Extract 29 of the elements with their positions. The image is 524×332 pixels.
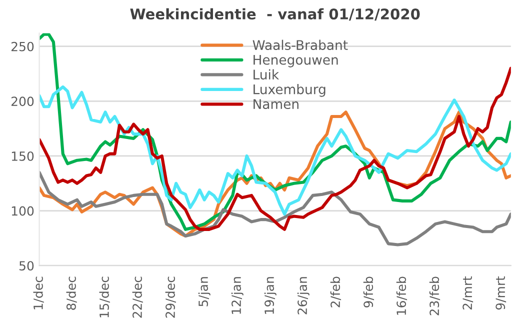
x-tick-label: 16/feb xyxy=(396,276,408,315)
y-tick-label: 200 xyxy=(11,96,34,106)
y-tick-label: 100 xyxy=(12,206,34,216)
y-tick-label: 250 xyxy=(11,42,34,52)
y-tick-label: 50 xyxy=(19,261,34,271)
line-series xyxy=(39,85,511,216)
x-tick-label: 15/dec xyxy=(99,276,110,318)
line-series xyxy=(39,170,511,246)
x-tick-label: 12/jan xyxy=(231,277,244,314)
legend-label: Henegouwen xyxy=(254,54,338,68)
x-tick-label: 23/feb xyxy=(429,276,440,316)
legend-label: Luxemburg xyxy=(254,84,326,97)
legend-label: Namen xyxy=(254,99,298,110)
x-tick-label: 2/mrt xyxy=(462,276,474,310)
x-tick-label: 1/dec xyxy=(33,276,44,310)
legend-label: Luik xyxy=(254,69,280,80)
line-series xyxy=(39,66,511,231)
x-tick-label: 22/dec xyxy=(132,276,143,318)
x-tick-label: 29/dec xyxy=(165,276,176,318)
x-tick-label: 9/mrt xyxy=(496,276,506,310)
x-tick-label: 19/jan xyxy=(264,277,276,314)
y-tick-label: 150 xyxy=(12,151,34,161)
chart-title: Weekincidentie - vanaf 01/12/2020 xyxy=(130,8,420,21)
x-tick-label: 26/jan xyxy=(297,277,310,314)
legend-label: Waals-Brabant xyxy=(252,40,348,50)
x-tick-label: 9/feb xyxy=(363,276,374,308)
x-tick-label: 8/dec xyxy=(66,276,77,310)
x-tick-label: 5/jan xyxy=(198,277,210,306)
x-tick-label: 2/feb xyxy=(330,276,342,308)
